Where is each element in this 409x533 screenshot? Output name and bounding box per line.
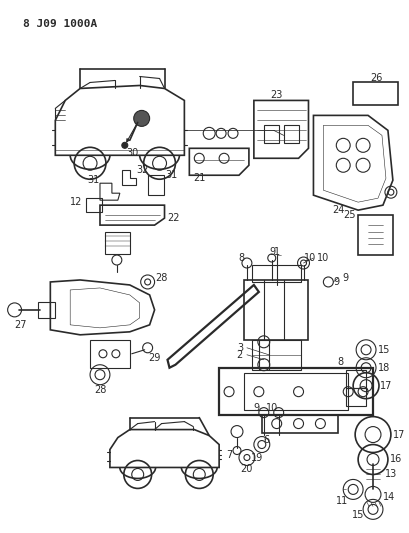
Text: 9: 9 [270,247,276,257]
Text: 19: 19 [251,453,263,463]
Text: 12: 12 [70,197,82,207]
Text: 7: 7 [226,449,232,459]
Text: 28: 28 [94,385,106,394]
Text: 29: 29 [148,353,161,363]
Text: 31: 31 [166,170,178,180]
Text: 8: 8 [337,357,343,367]
Circle shape [134,110,150,126]
Text: 9: 9 [254,402,260,413]
Text: 8 J09 1000A: 8 J09 1000A [22,19,97,29]
Text: 11: 11 [336,496,348,506]
Text: 2: 2 [237,350,243,360]
Text: 6: 6 [264,434,270,445]
Text: 13: 13 [385,470,397,480]
Text: 21: 21 [193,173,205,183]
Text: 10: 10 [304,253,317,263]
Text: 15: 15 [378,345,390,355]
Text: 3: 3 [237,343,243,353]
Text: 10: 10 [317,253,330,263]
Text: 30: 30 [127,148,139,158]
Bar [264,125,279,143]
Text: 10: 10 [265,402,278,413]
Bar [105,232,130,254]
Bar [86,198,102,212]
Text: 26: 26 [370,74,382,84]
Text: 8: 8 [238,253,244,263]
Bar [346,387,366,406]
Text: 15: 15 [352,511,364,520]
Circle shape [122,142,128,148]
Text: 1: 1 [274,247,280,257]
Bar [346,370,366,387]
Text: 20: 20 [241,464,253,474]
Text: 14: 14 [383,492,395,503]
Text: 18: 18 [378,363,390,373]
Text: 23: 23 [270,91,283,100]
Text: 31: 31 [88,175,100,185]
Text: 9: 9 [342,273,348,283]
Text: 17: 17 [393,430,405,440]
Text: 27: 27 [14,320,27,330]
Text: 17: 17 [380,381,392,391]
Text: 28: 28 [155,273,168,283]
Bar [284,125,299,143]
Text: 25: 25 [344,210,356,220]
Bar [90,340,130,368]
Text: 32: 32 [137,165,149,175]
Text: 24: 24 [332,205,344,215]
Text: 9: 9 [333,277,339,287]
Text: 16: 16 [390,455,402,464]
Text: 22: 22 [168,213,180,223]
